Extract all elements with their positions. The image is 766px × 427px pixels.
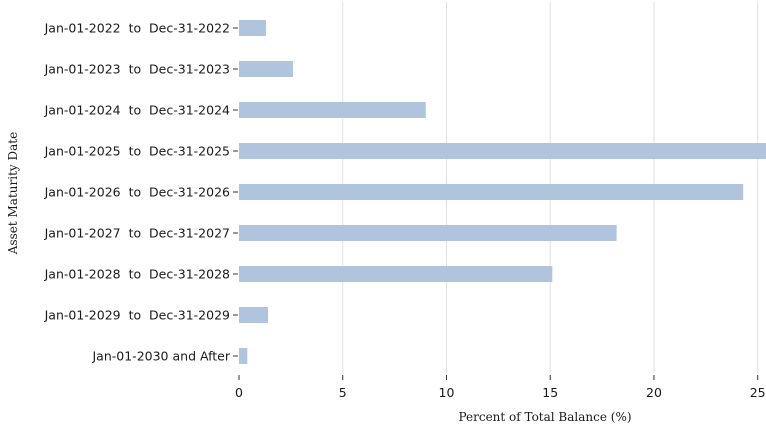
- y-axis-title: Asset Maturity Date: [6, 132, 20, 255]
- bar-7: [239, 307, 269, 323]
- bar-5: [239, 225, 617, 241]
- bar-3: [239, 143, 766, 159]
- x-tick-label-15: 15: [542, 385, 558, 400]
- y-tick-label-0: Jan-01-2022 to Dec-31-2022: [44, 21, 230, 36]
- bar-4: [239, 184, 744, 200]
- bar-1: [239, 61, 293, 77]
- bar-8: [239, 348, 248, 364]
- bar-2: [239, 102, 426, 118]
- bar-6: [239, 266, 553, 282]
- x-axis-title: Percent of Total Balance (%): [458, 410, 631, 424]
- y-tick-label-3: Jan-01-2025 to Dec-31-2025: [44, 144, 230, 159]
- x-tick-label-0: 0: [235, 385, 243, 400]
- y-tick-label-6: Jan-01-2028 to Dec-31-2028: [44, 267, 230, 282]
- bars: [239, 20, 766, 364]
- y-axis-ticks: Jan-01-2022 to Dec-31-2022 Jan-01-2023 to…: [44, 21, 238, 364]
- x-axis-ticks: 0 5 10 15 20 25: [235, 375, 766, 400]
- x-tick-label-25: 25: [750, 385, 766, 400]
- bar-0: [239, 20, 266, 36]
- y-tick-label-8: Jan-01-2030 and After: [92, 349, 231, 364]
- y-tick-label-1: Jan-01-2023 to Dec-31-2023: [44, 62, 230, 77]
- x-tick-label-10: 10: [439, 385, 455, 400]
- x-tick-label-5: 5: [339, 385, 347, 400]
- y-tick-label-7: Jan-01-2029 to Dec-31-2029: [44, 308, 230, 323]
- x-tick-label-20: 20: [646, 385, 662, 400]
- y-tick-label-5: Jan-01-2027 to Dec-31-2027: [44, 226, 230, 241]
- y-tick-label-4: Jan-01-2026 to Dec-31-2026: [44, 185, 230, 200]
- y-tick-label-2: Jan-01-2024 to Dec-31-2024: [44, 103, 230, 118]
